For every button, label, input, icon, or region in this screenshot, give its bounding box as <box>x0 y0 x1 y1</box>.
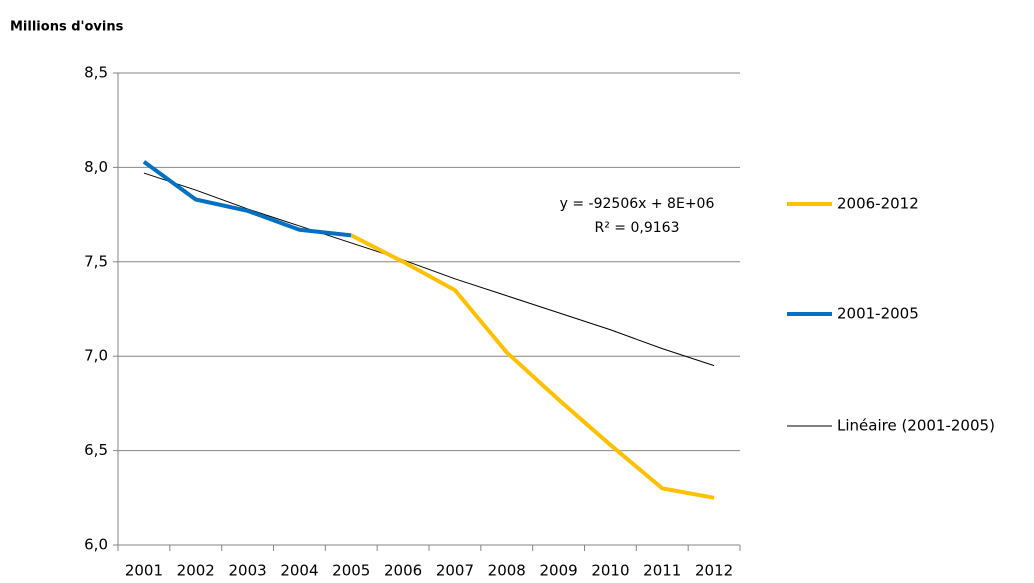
x-tick-label: 2002 <box>177 562 215 580</box>
x-tick-label: 2005 <box>332 562 370 580</box>
y-tick-label: 6,0 <box>84 536 108 554</box>
x-tick-label: 2009 <box>539 562 577 580</box>
x-tick-label: 2011 <box>643 562 681 580</box>
legend-label: 2006-2012 <box>837 195 919 213</box>
x-tick-label: 2006 <box>384 562 422 580</box>
x-tick-label: 2003 <box>228 562 266 580</box>
series-line <box>350 233 715 500</box>
x-tick-label: 2007 <box>436 562 474 580</box>
y-tick-label: 7,5 <box>84 252 108 270</box>
legend-label: 2001-2005 <box>837 305 919 323</box>
chart-title: Millions d'ovins <box>10 20 124 35</box>
x-tick-label: 2008 <box>488 562 526 580</box>
trend-r-squared: R² = 0,9163 <box>595 220 680 236</box>
y-tick-label: 6,5 <box>84 441 108 459</box>
legend-label: Linéaire (2001-2005) <box>837 417 995 435</box>
trend-equation: y = -92506x + 8E+06 <box>560 196 715 212</box>
series-line <box>143 172 715 367</box>
x-tick-label: 2010 <box>591 562 629 580</box>
y-tick-label: 8,5 <box>84 64 108 82</box>
y-tick-label: 8,0 <box>84 158 108 176</box>
x-tick-label: 2004 <box>280 562 318 580</box>
series-line <box>142 160 352 238</box>
x-tick-label: 2001 <box>125 562 163 580</box>
y-tick-label: 7,0 <box>84 347 108 365</box>
x-tick-label: 2012 <box>695 562 733 580</box>
